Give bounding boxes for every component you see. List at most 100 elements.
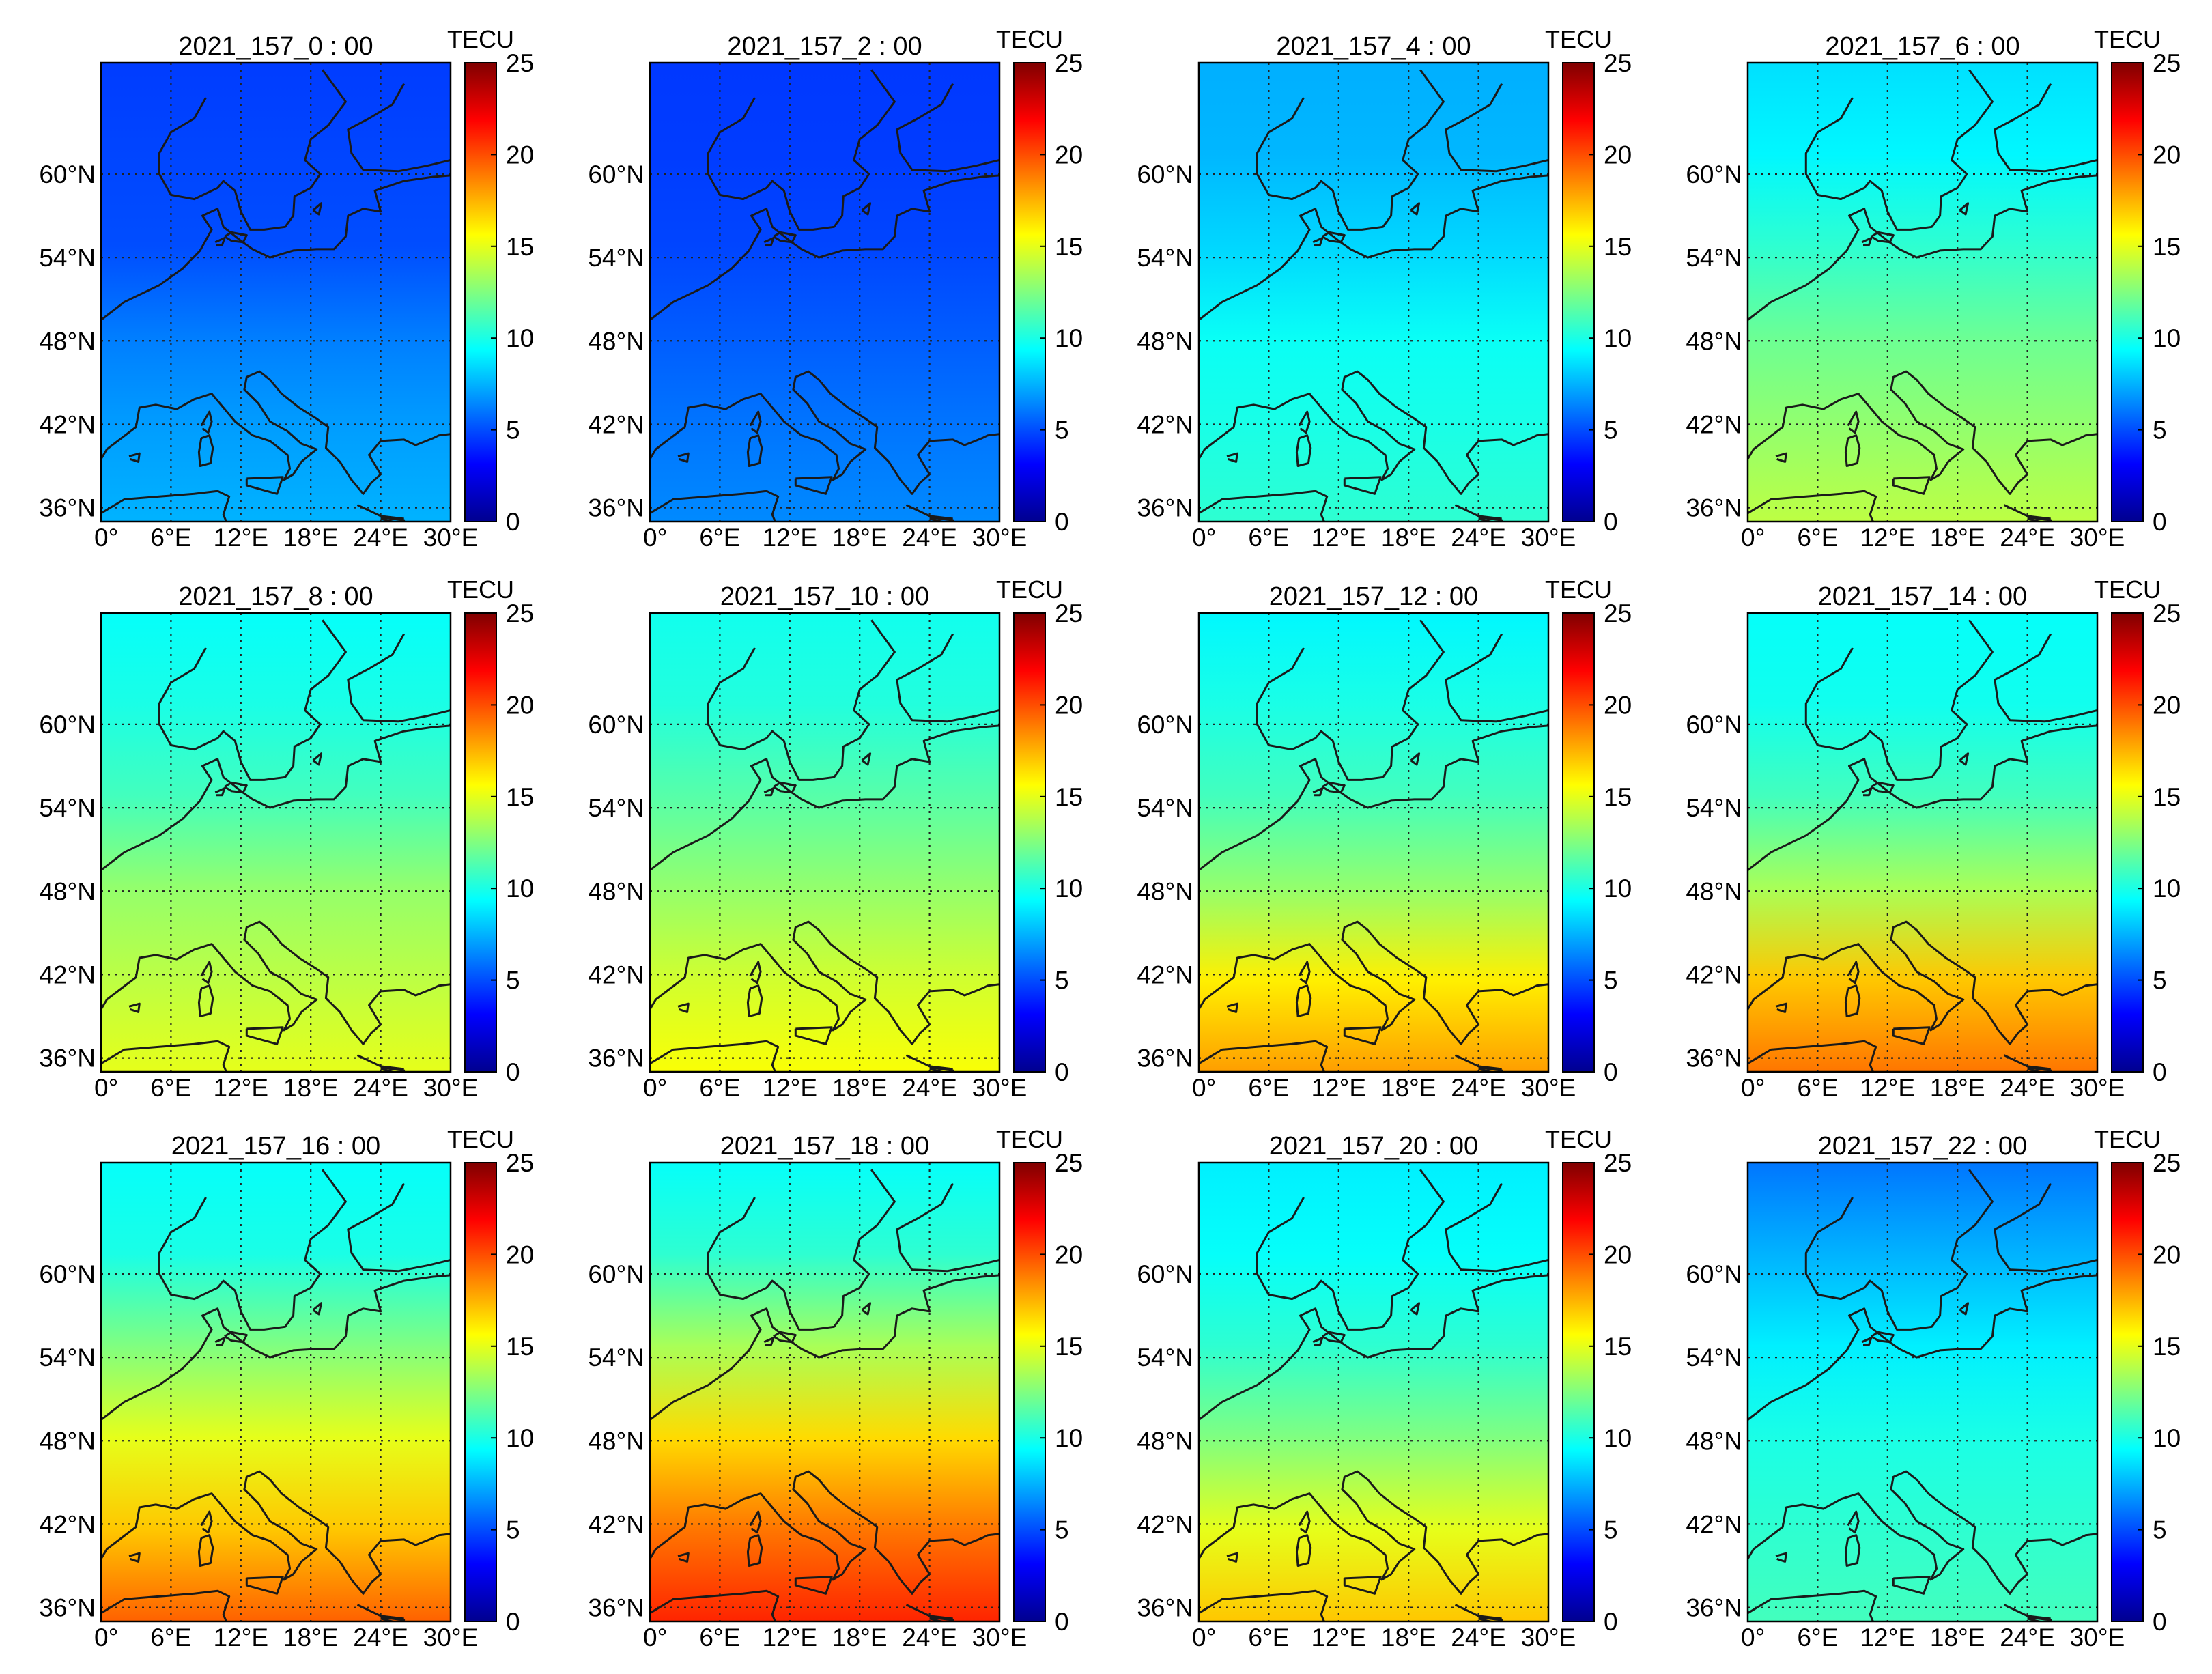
map-frame <box>100 612 452 1073</box>
colorbar-label: TECU <box>996 1125 1063 1153</box>
colorbar-tick-label: 15 <box>1604 1333 1632 1361</box>
x-tick-label: 0° <box>643 1623 667 1651</box>
colorbar-tick-label: 20 <box>2153 141 2181 169</box>
colorbar-label: TECU <box>2094 576 2161 604</box>
panel-6: 2021_157_12 : 00 36°N 42°N 48°N 54°N 60°N 0° 6°… <box>1137 576 1632 1102</box>
map-frame <box>1197 1161 1550 1623</box>
y-tick-label: 54°N <box>1137 244 1193 272</box>
x-tick-label: 18°E <box>283 524 339 552</box>
y-tick-label: 60°N <box>1137 1260 1193 1288</box>
colorbar-tick-label: 0 <box>2153 1608 2167 1636</box>
x-tick-label: 18°E <box>1381 1074 1436 1102</box>
colorbar-tick-label: 25 <box>506 49 534 77</box>
x-tick-label: 12°E <box>213 1623 268 1651</box>
y-tick-label: 36°N <box>588 494 644 522</box>
x-tick-label: 18°E <box>283 1074 339 1102</box>
x-tick-label: 6°E <box>150 1623 191 1651</box>
coastlines <box>1199 1169 1548 1621</box>
coastlines <box>1748 619 2097 1072</box>
x-tick-label: 30°E <box>1521 524 1576 552</box>
x-tick-label: 6°E <box>1797 524 1838 552</box>
colorbar-tick-label: 0 <box>1604 1058 1618 1086</box>
y-tick-label: 48°N <box>1137 877 1193 905</box>
y-tick-label: 60°N <box>39 160 96 188</box>
y-tick-label: 42°N <box>1137 1510 1193 1538</box>
y-tick-label: 42°N <box>1686 961 1742 989</box>
colorbar-tick-label: 5 <box>2153 967 2167 995</box>
colorbar-tick-label: 5 <box>1604 416 1618 444</box>
colorbar-tick-label: 0 <box>1604 508 1618 536</box>
x-tick-label: 0° <box>643 1074 667 1102</box>
x-tick-label: 30°E <box>423 1074 479 1102</box>
x-tick-label: 24°E <box>2000 1074 2055 1102</box>
y-tick-label: 42°N <box>39 1510 96 1538</box>
y-tick-label: 54°N <box>1137 794 1193 822</box>
x-tick-label: 12°E <box>762 1623 817 1651</box>
coastlines <box>650 69 999 522</box>
y-tick-label: 42°N <box>588 1510 644 1538</box>
x-tick-label: 24°E <box>1451 1074 1506 1102</box>
y-tick-label: 48°N <box>588 877 644 905</box>
tec-field <box>101 1163 451 1621</box>
colorbar-tick-label: 25 <box>1055 1149 1083 1177</box>
colorbar-tick-label: 5 <box>1055 967 1069 995</box>
x-tick-label: 30°E <box>1521 1074 1576 1102</box>
panel-title: 2021_157_10 : 00 <box>720 582 929 611</box>
y-tick-label: 42°N <box>1686 1510 1742 1538</box>
x-tick-label: 24°E <box>2000 1623 2055 1651</box>
panel-title: 2021_157_16 : 00 <box>171 1132 380 1161</box>
y-tick-label: 36°N <box>39 1594 96 1622</box>
panel-title: 2021_157_2 : 00 <box>727 32 922 61</box>
y-tick-label: 36°N <box>588 1594 644 1622</box>
colorbar-tick-label: 5 <box>506 416 520 444</box>
panel-title: 2021_157_0 : 00 <box>178 32 373 61</box>
map-frame <box>1197 612 1550 1073</box>
panel-title: 2021_157_18 : 00 <box>720 1132 929 1161</box>
colorbar-tick-label: 20 <box>506 691 534 719</box>
y-tick-label: 42°N <box>588 961 644 989</box>
y-tick-label: 36°N <box>1137 1045 1193 1073</box>
x-tick-label: 0° <box>1192 1623 1216 1651</box>
colorbar-tick-label: 15 <box>2153 233 2181 261</box>
x-tick-label: 30°E <box>1521 1623 1576 1651</box>
x-tick-label: 30°E <box>423 524 479 552</box>
colorbar-tick-label: 5 <box>1055 1516 1069 1544</box>
x-tick-label: 0° <box>1192 524 1216 552</box>
colorbar <box>1562 1162 1595 1622</box>
x-tick-label: 0° <box>94 1623 118 1651</box>
colorbar-tick-label: 15 <box>506 783 534 811</box>
x-tick-label: 12°E <box>1311 1074 1366 1102</box>
x-tick-label: 30°E <box>972 524 1027 552</box>
tec-field <box>650 613 999 1072</box>
panel-7: 2021_157_14 : 00 36°N 42°N 48°N 54°N 60°N 0° 6°… <box>1686 576 2181 1102</box>
x-tick-label: 30°E <box>2070 1074 2125 1102</box>
x-tick-label: 24°E <box>902 1623 957 1651</box>
colorbar-tick-label: 20 <box>506 1240 534 1268</box>
x-tick-label: 30°E <box>972 1074 1027 1102</box>
colorbar-tick-label: 5 <box>2153 1516 2167 1544</box>
colorbar-label: TECU <box>2094 25 2161 53</box>
x-tick-label: 24°E <box>902 524 957 552</box>
colorbar-label: TECU <box>996 576 1063 604</box>
colorbar <box>1562 612 1595 1073</box>
colorbar-tick-label: 20 <box>1055 141 1083 169</box>
tec-field <box>1748 63 2097 522</box>
x-tick-label: 18°E <box>832 1623 888 1651</box>
map-frame <box>649 61 1001 523</box>
y-tick-label: 54°N <box>588 244 644 272</box>
coastlines <box>1199 69 1548 522</box>
y-tick-label: 36°N <box>1686 1045 1742 1073</box>
colorbar-tick-label: 25 <box>2153 599 2181 627</box>
colorbar-tick-label: 25 <box>1604 599 1632 627</box>
colorbar-label: TECU <box>1545 576 1612 604</box>
x-tick-label: 6°E <box>699 1074 740 1102</box>
panel-5: 2021_157_10 : 00 36°N 42°N 48°N 54°N 60°N 0° 6°… <box>588 576 1083 1102</box>
colorbar-tick-label: 10 <box>1055 324 1083 352</box>
x-tick-label: 12°E <box>1860 1074 1915 1102</box>
y-tick-label: 42°N <box>39 961 96 989</box>
x-tick-label: 18°E <box>832 524 888 552</box>
colorbar-tick-label: 25 <box>1604 1149 1632 1177</box>
map-frame <box>100 1161 452 1623</box>
colorbar-tick-label: 25 <box>2153 1149 2181 1177</box>
